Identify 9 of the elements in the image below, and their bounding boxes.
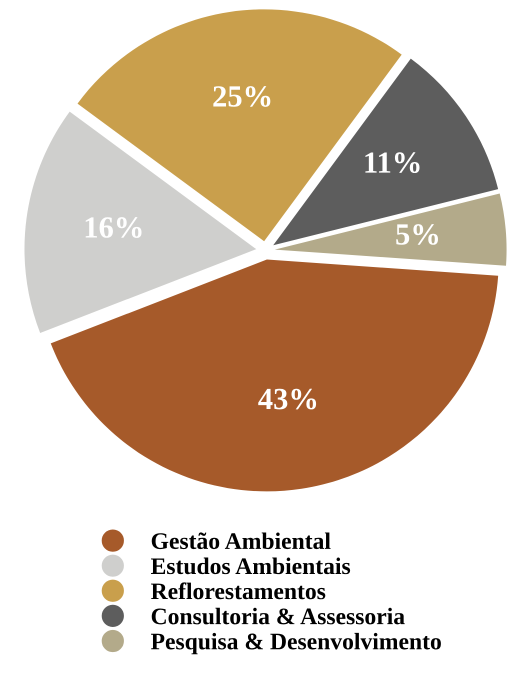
data-label: 43%: [258, 388, 316, 410]
data-label: 25%: [213, 86, 270, 107]
legend-label: Estudos Ambientais: [151, 558, 350, 574]
data-label: 5%: [396, 224, 438, 245]
data-label: 11%: [365, 152, 420, 174]
legend-label: Pesquisa & Desenvolvimento: [151, 632, 441, 654]
legend-label: Consultoria & Assessoria: [152, 608, 405, 624]
legend-label: Gestão Ambiental: [152, 532, 331, 550]
legend-label: Reflorestamentos: [151, 582, 326, 600]
